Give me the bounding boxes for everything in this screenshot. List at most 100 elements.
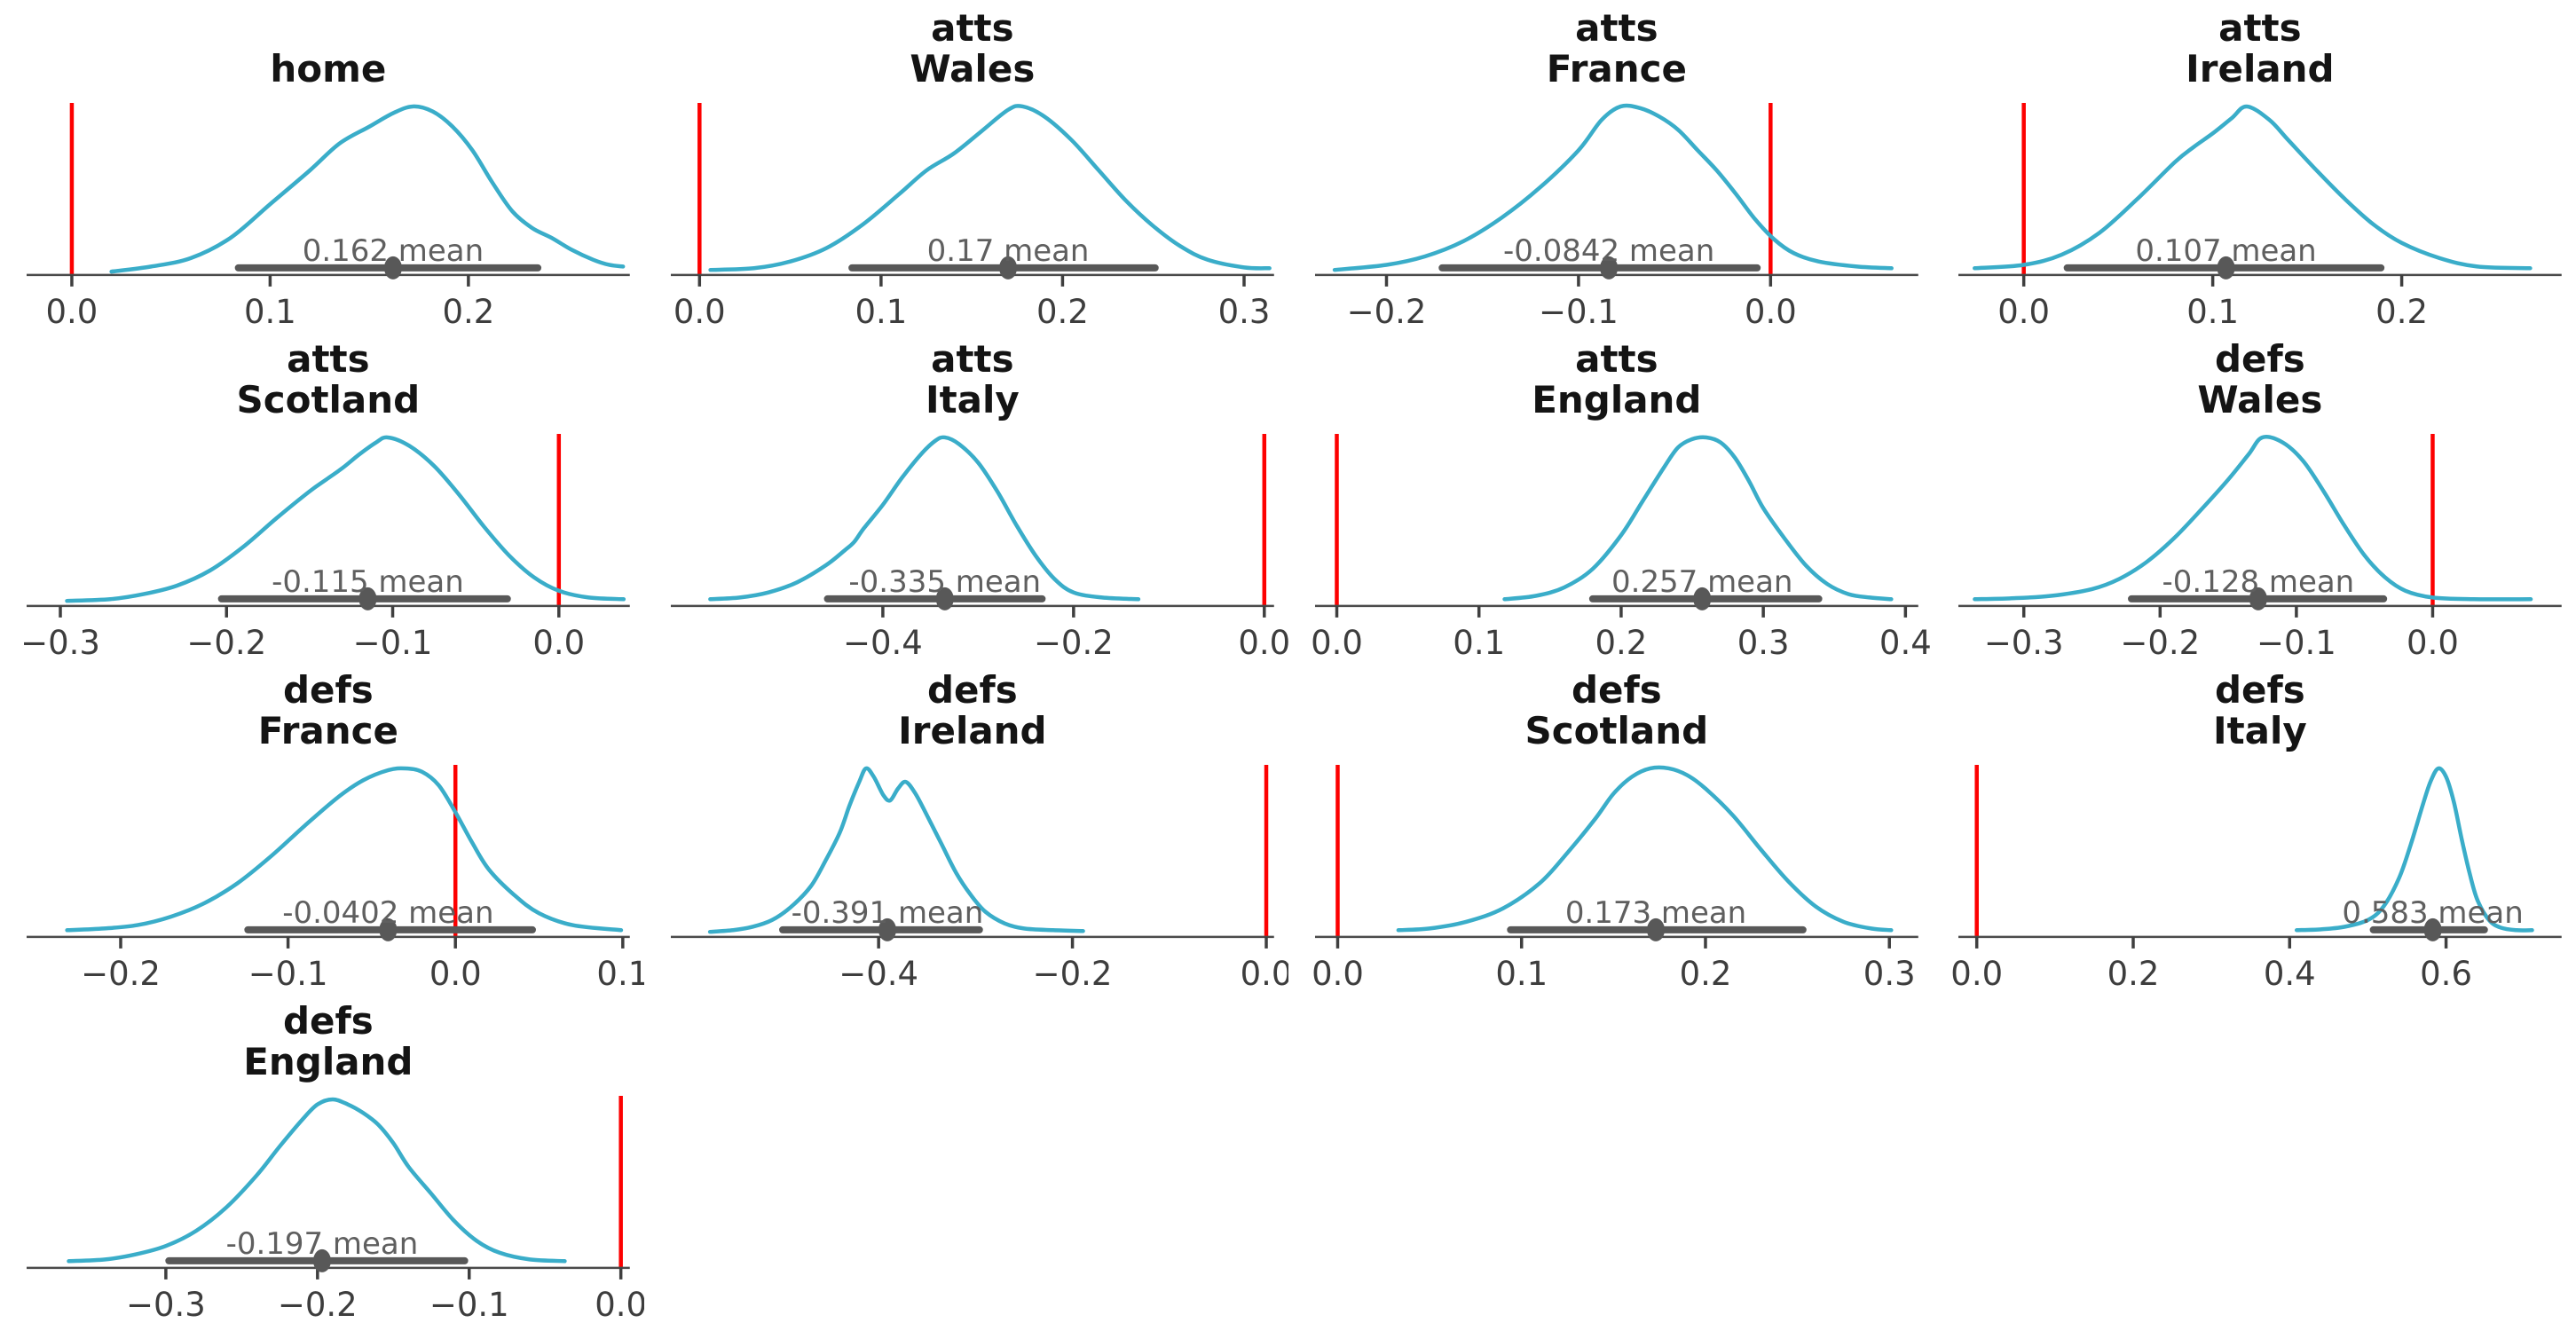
panel-title: atts [1575, 337, 1658, 381]
density-plot: home 0.0 0.1 0.2 0.162 mean [26, 47, 630, 331]
panel-title: defs [283, 999, 374, 1043]
x-tick-label: 0.1 [855, 293, 907, 331]
mean-label: 0.583 mean [2343, 895, 2524, 931]
panel-title: France [1546, 47, 1686, 91]
x-tick-label: 0.2 [1036, 293, 1089, 331]
panel-title: Ireland [2186, 47, 2334, 91]
x-tick-label: 0.2 [1595, 624, 1647, 662]
density-panel-defs-italy: defs Italy 0.0 0.2 0.4 0.6 0.583 mean [1932, 662, 2576, 993]
panel-title: Scotland [1524, 709, 1708, 752]
x-tick-label: 0.1 [2186, 293, 2239, 331]
mean-dot [2217, 256, 2235, 280]
mean-dot [935, 587, 954, 610]
panel-title: England [243, 1040, 413, 1083]
density-curve [707, 435, 1140, 602]
panel-title: defs [2215, 337, 2305, 381]
mean-label: 0.17 mean [926, 233, 1089, 269]
x-tick-label: −0.1 [429, 1285, 509, 1323]
mean-label: -0.0842 mean [1502, 233, 1713, 269]
x-tick-label: 0.0 [1238, 624, 1288, 662]
panel-title: atts [931, 337, 1013, 381]
x-tick-label: 0.0 [46, 293, 98, 331]
mean-label: 0.173 mean [1564, 895, 1745, 931]
x-tick-label: 0.3 [1217, 293, 1270, 331]
panel-title: France [258, 709, 398, 752]
density-curve [1332, 103, 1894, 272]
panel-title: defs [1571, 668, 1661, 712]
x-tick-label: −0.2 [2121, 624, 2201, 662]
density-curve [1973, 104, 2533, 271]
mean-label: 0.107 mean [2136, 233, 2317, 269]
x-tick-label: 0.0 [1311, 624, 1363, 662]
x-tick-label: 0.1 [1453, 624, 1505, 662]
x-tick-label: 0.1 [596, 955, 643, 993]
empty-grid-cell [1932, 993, 2576, 1323]
panel-title: atts [287, 337, 369, 381]
mean-dot [1692, 587, 1711, 610]
x-tick-label: −0.3 [1984, 624, 2064, 662]
x-tick-label: 0.4 [1879, 624, 1931, 662]
x-tick-label: 0.1 [244, 293, 296, 331]
density-panel-atts-wales: atts Wales 0.0 0.1 0.2 0.3 0.17 mean [644, 0, 1288, 331]
mean-label: -0.391 mean [791, 895, 983, 931]
mean-label: -0.335 mean [848, 564, 1041, 600]
density-panel-atts-italy: atts Italy −0.4 −0.2 0.0 -0.335 mean [644, 331, 1288, 662]
panel-title: atts [1575, 6, 1658, 50]
mean-dot [358, 587, 377, 610]
x-tick-label: −0.2 [81, 955, 161, 993]
density-curve [65, 435, 626, 603]
x-tick-label: 0.4 [2264, 955, 2316, 993]
panel-title: atts [931, 6, 1013, 50]
density-panel-atts-ireland: atts Ireland 0.0 0.1 0.2 0.107 mean [1932, 0, 2576, 331]
x-tick-label: −0.2 [1032, 955, 1112, 993]
mean-dot [1646, 917, 1665, 941]
x-tick-label: 0.6 [2420, 955, 2472, 993]
panel-title: defs [2215, 668, 2305, 712]
x-tick-label: −0.2 [278, 1285, 358, 1323]
x-tick-label: 0.0 [429, 955, 482, 993]
mean-dot [383, 256, 402, 280]
x-tick-label: −0.2 [1346, 293, 1426, 331]
panel-title: Italy [926, 378, 1020, 421]
x-tick-label: 0.2 [2107, 955, 2160, 993]
x-tick-label: 0.2 [2375, 293, 2428, 331]
x-tick-label: −0.4 [843, 624, 923, 662]
panel-title: Italy [2213, 709, 2307, 752]
density-panel-defs-france: defs France −0.2 −0.1 0.0 0.1 -0.0402 mean [0, 662, 644, 993]
x-tick-label: −0.1 [2257, 624, 2336, 662]
panel-title: defs [927, 668, 1018, 712]
x-tick-label: 0.2 [1679, 955, 1731, 993]
x-tick-label: −0.1 [1539, 293, 1619, 331]
density-curve [2295, 766, 2535, 933]
density-panel-atts-scotland: atts Scotland −0.3 −0.2 −0.1 0.0 -0.115 mean [0, 331, 644, 662]
density-panel-defs-ireland: defs Ireland −0.4 −0.2 0.0 -0.391 mean [644, 662, 1288, 993]
x-tick-label: 0.0 [674, 293, 726, 331]
density-panel-defs-england: defs England −0.3 −0.2 −0.1 0.0 -0.197 mean [0, 993, 644, 1323]
panel-title: home [270, 47, 386, 91]
density-curve [707, 766, 1085, 934]
x-tick-label: 0.0 [595, 1285, 643, 1323]
density-panel-defs-wales: defs Wales −0.3 −0.2 −0.1 0.0 -0.128 mean [1932, 331, 2576, 662]
mean-label: -0.115 mean [272, 564, 464, 600]
density-curve [67, 1097, 567, 1264]
mean-dot [312, 1248, 331, 1272]
density-curve [1501, 435, 1894, 602]
mean-dot [2423, 917, 2442, 941]
x-tick-label: 0.0 [1240, 955, 1288, 993]
x-tick-label: 0.0 [2407, 624, 2459, 662]
x-tick-label: −0.3 [126, 1285, 206, 1323]
density-curve [1973, 434, 2533, 602]
x-tick-label: −0.1 [353, 624, 433, 662]
panel-title: Wales [2198, 378, 2323, 421]
